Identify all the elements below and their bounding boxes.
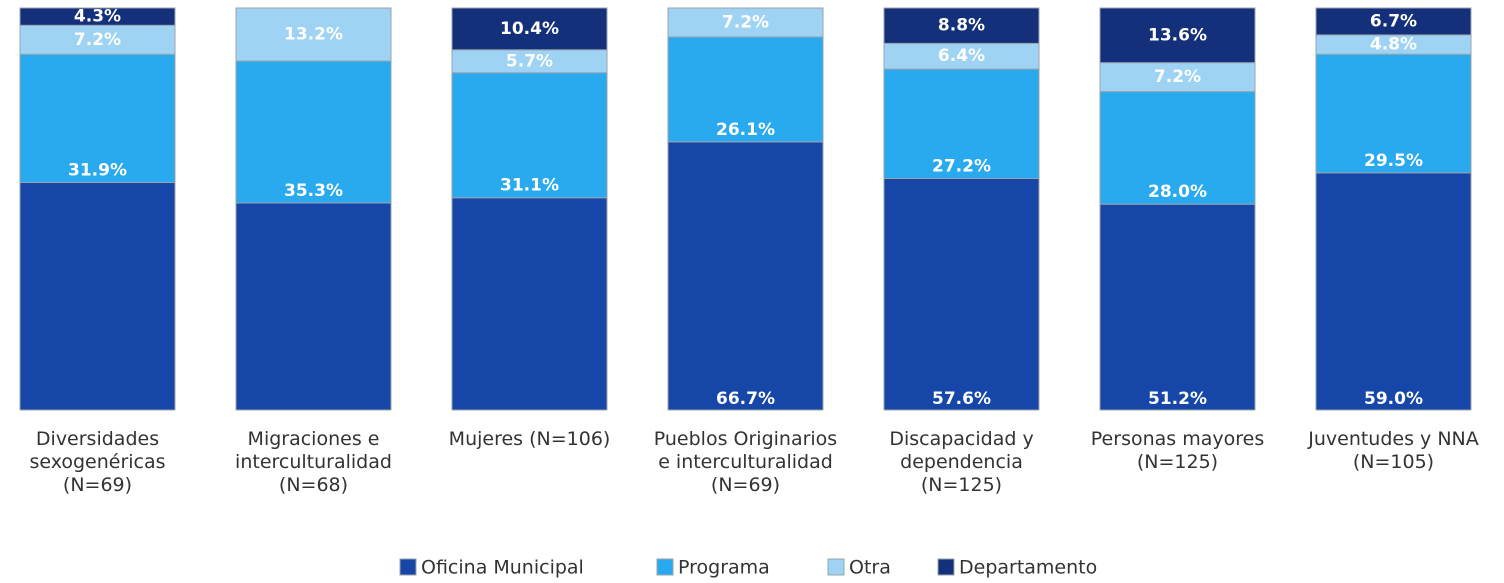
legend-swatch: [399, 558, 417, 576]
value-label: 7.2%: [722, 12, 769, 32]
value-label: 10.4%: [500, 19, 559, 39]
legend-label: Oficina Municipal: [421, 557, 584, 579]
bar-segment: [1099, 203, 1256, 411]
bar-segment: [667, 141, 824, 411]
legend-swatch: [937, 558, 955, 576]
value-label: 7.2%: [1154, 67, 1201, 87]
value-label: 29.5%: [1364, 151, 1423, 171]
value-label: 13.6%: [1148, 25, 1207, 45]
bar-segment: [883, 68, 1040, 179]
value-label: 26.1%: [716, 120, 775, 140]
value-label: 6.7%: [1370, 11, 1417, 31]
bar-segment: [1315, 172, 1472, 411]
value-label: 31.9%: [68, 160, 127, 180]
value-label: 35.3%: [284, 181, 343, 201]
bar-segment: [19, 7, 176, 26]
bar-segment: [451, 72, 608, 199]
legend-label: Programa: [678, 557, 770, 579]
value-label: 8.8%: [938, 16, 985, 36]
category-label: Personas mayores (N=125): [1090, 428, 1265, 473]
category-label: Migraciones e interculturalidad (N=68): [235, 428, 392, 496]
bar-segment: [667, 7, 824, 38]
legend-label: Otra: [849, 557, 891, 579]
value-label: 4.3%: [74, 7, 121, 27]
legend-swatch: [827, 558, 845, 576]
bar-segment: [1099, 62, 1256, 93]
value-label: 6.4%: [938, 46, 985, 66]
value-label: 66.7%: [716, 389, 775, 409]
bar-segment: [19, 181, 176, 411]
bar-segment: [1099, 7, 1256, 64]
value-label: 13.2%: [284, 25, 343, 45]
bar-segment: [667, 36, 824, 143]
value-label: 28.0%: [1148, 182, 1207, 202]
legend-label: Departamento: [959, 557, 1097, 579]
category-label: Mujeres (N=106): [448, 428, 611, 450]
value-label: 57.6%: [932, 389, 991, 409]
bar-segment: [1099, 91, 1256, 205]
value-label: 31.1%: [500, 176, 559, 196]
bar-segment: [451, 7, 608, 51]
bar-segment: [235, 202, 392, 411]
category-label: Pueblos Originarios e interculturalidad …: [653, 428, 838, 496]
category-label: Diversidades sexogenéricas (N=69): [29, 428, 166, 496]
bar-segment: [19, 53, 176, 183]
value-label: 51.2%: [1148, 389, 1207, 409]
category-label: Discapacidad y dependencia (N=125): [889, 428, 1034, 496]
value-label: 59.0%: [1364, 389, 1423, 409]
value-label: 4.8%: [1370, 35, 1417, 55]
value-label: 5.7%: [506, 51, 553, 71]
bar-segment: [883, 7, 1040, 44]
bar-segment: [1315, 7, 1472, 36]
bar-segment: [451, 197, 608, 411]
bar-segment: [235, 60, 392, 204]
category-label: Juventudes y NNA (N=105): [1308, 428, 1479, 473]
legend-swatch: [656, 558, 674, 576]
value-label: 27.2%: [932, 156, 991, 176]
bar-segment: [235, 7, 392, 62]
value-label: 7.2%: [74, 30, 121, 50]
bar-segment: [883, 177, 1040, 411]
